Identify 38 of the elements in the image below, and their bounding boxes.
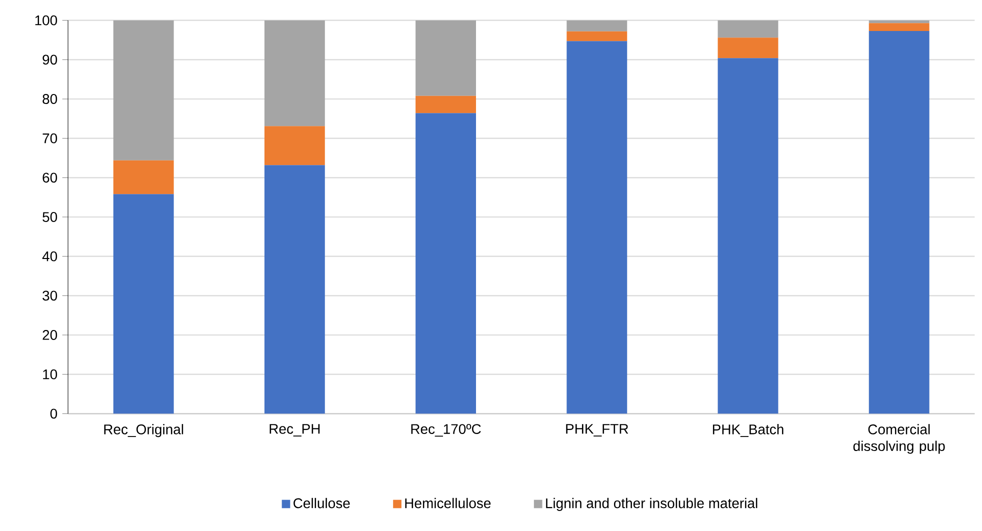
x-tick-label: Rec_Original (104, 424, 184, 438)
bar (566, 31, 628, 42)
y-tick-label: 30 (42, 290, 58, 301)
x-tick-label: Rec_PH (270, 424, 320, 436)
bar (566, 41, 628, 414)
y-tick-label: 0 (50, 408, 58, 419)
legend-label: Hemicellulose (405, 498, 491, 508)
y-tick-label: 40 (42, 251, 58, 262)
bar (416, 113, 476, 414)
y-tick-label: 80 (42, 94, 58, 104)
y-tick-label: 10 (43, 369, 58, 380)
bar (264, 126, 325, 166)
y-tick-label: 20 (42, 330, 58, 340)
bar (113, 20, 174, 160)
bar (113, 194, 174, 414)
x-tick-label: PHK_Batch (712, 424, 784, 437)
x-tick-label: Rec_170ºC (411, 424, 481, 437)
legend-label: Lignin and other insoluble material (546, 498, 758, 511)
bar (868, 20, 930, 24)
y-tick-label: 60 (42, 172, 58, 183)
y-tick-label: 90 (42, 54, 58, 65)
x-tick-label: Comercial dissolving pulp (853, 424, 945, 454)
y-tick-label: 50 (42, 212, 58, 222)
x-tick-label: PHK_FTR (566, 424, 628, 436)
bar (718, 20, 778, 38)
bar (718, 58, 778, 414)
bar (718, 38, 778, 58)
bar (868, 23, 930, 31)
bar (264, 165, 325, 414)
bar (566, 20, 628, 32)
legend-label: Cellulose (294, 498, 350, 508)
bar (264, 20, 325, 126)
bar (416, 96, 476, 114)
y-tick-label: 100 (35, 15, 58, 26)
bar (416, 20, 476, 96)
y-tick-label: 70 (42, 133, 58, 144)
bar (113, 160, 174, 194)
bar (868, 30, 930, 414)
